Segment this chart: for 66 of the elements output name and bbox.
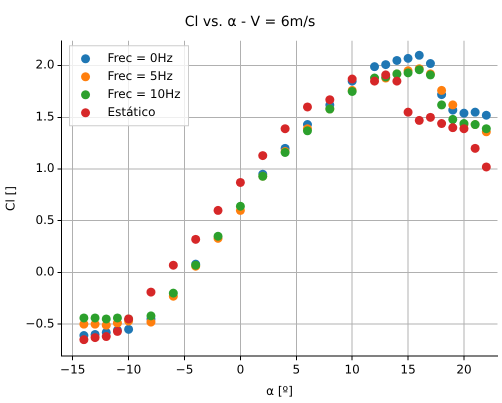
legend-label: Frec = 5Hz	[108, 68, 173, 83]
point	[459, 108, 468, 118]
point	[448, 114, 458, 124]
point	[392, 56, 402, 65]
point	[437, 100, 446, 110]
point	[370, 76, 380, 86]
x-tick-label: 5	[292, 362, 300, 377]
point	[112, 313, 122, 322]
point	[414, 50, 424, 60]
point	[280, 124, 290, 134]
point	[426, 59, 435, 68]
y-tick-label: 2.0	[35, 58, 55, 72]
point	[482, 162, 491, 172]
point	[448, 123, 458, 132]
x-tick-label: −15	[60, 362, 86, 377]
point	[414, 116, 424, 125]
x-tick-label: 20	[456, 362, 472, 377]
point	[426, 112, 435, 122]
legend-label: Estático	[108, 104, 156, 119]
point	[236, 178, 245, 187]
point	[79, 335, 88, 344]
point	[459, 124, 468, 134]
point	[482, 124, 491, 134]
point	[470, 108, 480, 117]
point	[90, 333, 100, 342]
y-tick-label: 0.5	[35, 212, 55, 227]
y-tick-label: 1.0	[35, 161, 55, 176]
point	[325, 95, 334, 104]
point	[236, 202, 245, 211]
point	[168, 260, 178, 270]
y-tick-label: −0.5	[25, 316, 55, 330]
point	[302, 102, 312, 112]
point	[370, 62, 380, 72]
point	[437, 119, 446, 128]
point	[79, 313, 88, 322]
point	[448, 100, 458, 110]
point	[392, 76, 402, 86]
y-axis-title: Cl []	[3, 186, 18, 211]
point	[404, 108, 413, 117]
point	[381, 70, 390, 80]
point	[482, 110, 491, 120]
point	[191, 234, 200, 244]
point	[146, 288, 156, 297]
chart-title: Cl vs. α - V = 6m/s	[184, 14, 316, 30]
point	[124, 324, 134, 334]
y-tick-label: 0.0	[35, 264, 55, 279]
point	[404, 54, 413, 63]
point	[258, 151, 268, 160]
point	[381, 60, 390, 70]
point	[90, 313, 100, 322]
point	[168, 288, 178, 298]
x-tick-label: 10	[344, 362, 360, 377]
point	[146, 311, 156, 320]
legend-label: Frec = 0Hz	[108, 50, 173, 65]
y-tick-label: 1.5	[35, 109, 55, 124]
x-tick-label: −5	[176, 362, 194, 377]
x-tick-label: 0	[236, 362, 244, 377]
x-axis-title: α [º]	[266, 384, 293, 398]
legend-label: Frec = 10Hz	[108, 86, 181, 101]
point	[214, 206, 223, 215]
point	[437, 86, 446, 95]
point	[102, 314, 111, 324]
point	[470, 144, 480, 153]
point	[102, 332, 111, 342]
x-tick-label: 15	[400, 362, 416, 377]
x-tick-label: −10	[116, 362, 142, 377]
